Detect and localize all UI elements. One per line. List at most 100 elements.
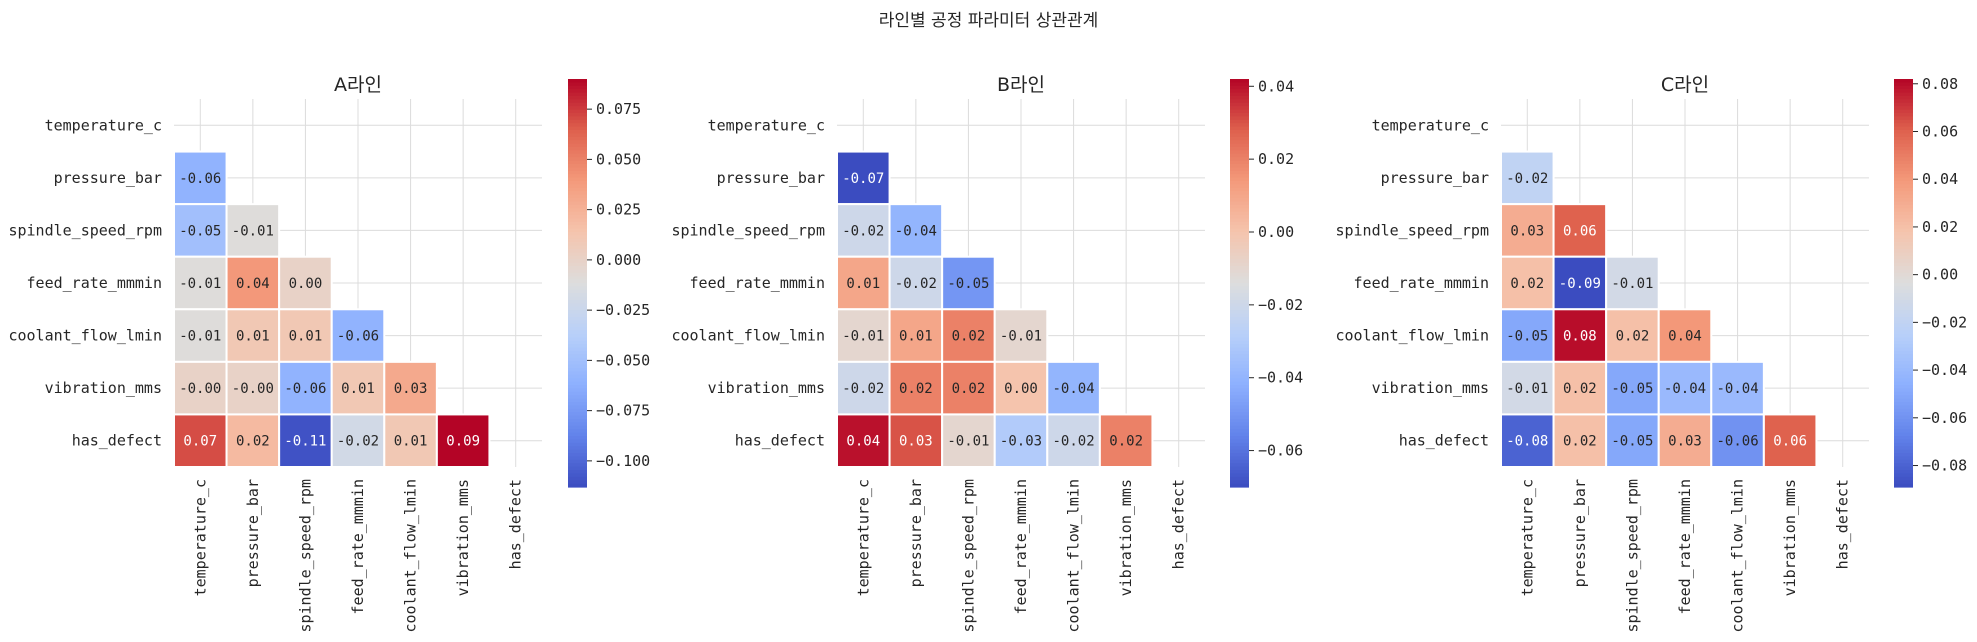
colorbar-segment xyxy=(1894,398,1913,403)
colorbar-segment xyxy=(568,364,587,369)
heatmap-cell xyxy=(1500,413,1555,468)
colorbar-segment xyxy=(1230,130,1249,134)
colorbar-tick-label: −0.04 xyxy=(1258,369,1303,387)
cell-value-label: 0.03 xyxy=(1668,434,1702,450)
colorbar-segment xyxy=(1894,106,1913,111)
colorbar-segment xyxy=(1230,153,1249,158)
colorbar-segment xyxy=(1894,269,1913,274)
colorbar-segment xyxy=(568,296,587,301)
colorbar-segment xyxy=(1894,436,1913,440)
colorbar-segment xyxy=(1230,466,1249,471)
cell-value-label: 0.08 xyxy=(1563,329,1597,345)
heatmap-cell xyxy=(278,255,333,311)
colorbar-segment xyxy=(1894,323,1913,328)
colorbar-segment xyxy=(568,164,587,168)
colorbar-segment xyxy=(1230,374,1249,379)
cell-value-label: 0.06 xyxy=(1563,223,1597,239)
colorbar-segment xyxy=(1894,306,1913,311)
colorbar-segment xyxy=(1230,361,1249,366)
colorbar-segment xyxy=(1894,442,1913,447)
panel-title: C라인 xyxy=(1661,74,1709,96)
colorbar-segment xyxy=(568,283,587,287)
colorbar-segment xyxy=(1894,347,1913,352)
colorbar-segment xyxy=(1894,92,1913,97)
colorbar-segment xyxy=(1894,415,1913,420)
heatmap-cell xyxy=(888,308,944,363)
x-tick-label: pressure_bar xyxy=(1571,479,1589,587)
colorbar-segment xyxy=(1230,402,1249,406)
colorbar-segment xyxy=(568,395,587,400)
colorbar-segment xyxy=(1894,174,1913,179)
colorbar-segment xyxy=(568,470,587,474)
colorbar-segment xyxy=(1230,296,1249,301)
colorbar-segment xyxy=(1230,357,1249,362)
colorbar-segment xyxy=(1230,187,1249,192)
colorbar-segment xyxy=(1230,266,1249,270)
cell-value-label: -0.02 xyxy=(842,223,884,239)
colorbar-segment xyxy=(568,272,587,277)
colorbar-segment xyxy=(1230,415,1249,420)
colorbar-segment xyxy=(568,116,587,121)
colorbar-segment xyxy=(1230,391,1249,396)
colorbar-segment xyxy=(1230,269,1249,274)
colorbar-segment xyxy=(1894,374,1913,379)
colorbar-segment xyxy=(1894,483,1913,488)
colorbar-segment xyxy=(1894,150,1913,155)
colorbar-segment xyxy=(568,425,587,430)
heatmap-cell xyxy=(225,413,281,468)
cell-value-label: 0.06 xyxy=(1773,434,1807,450)
colorbar-segment xyxy=(568,371,587,376)
colorbar-segment xyxy=(1894,109,1913,114)
cell-value-label: -0.00 xyxy=(232,381,274,397)
x-tick-label: feed_rate_mmmin xyxy=(349,479,367,614)
colorbar-tick-label: 0.00 xyxy=(1258,223,1294,241)
colorbar-segment xyxy=(1894,385,1913,389)
cell-value-label: 0.01 xyxy=(394,434,428,450)
colorbar-segment xyxy=(1230,215,1249,219)
colorbar-segment xyxy=(1894,82,1913,87)
colorbar-segment xyxy=(1894,351,1913,355)
y-tick-label: feed_rate_mmmin xyxy=(690,274,825,292)
heatmap-cell xyxy=(173,150,228,206)
colorbar-segment xyxy=(1894,279,1913,284)
colorbar-segment xyxy=(568,442,587,447)
colorbar-segment xyxy=(568,303,587,308)
colorbar-segment xyxy=(1230,310,1249,315)
colorbar-segment xyxy=(1894,453,1913,457)
colorbar-segment xyxy=(1230,286,1249,291)
colorbar-tick-label: 0.02 xyxy=(1922,218,1958,236)
colorbar-tick-label: 0.04 xyxy=(1258,77,1294,95)
colorbar-segment xyxy=(1894,422,1913,427)
colorbar-segment xyxy=(568,463,587,468)
colorbar-segment xyxy=(1894,463,1913,468)
heatmap-cell xyxy=(1762,413,1818,468)
colorbar-segment xyxy=(1230,218,1249,223)
cell-value-label: -0.05 xyxy=(179,223,221,239)
cell-value-label: -0.01 xyxy=(179,329,221,345)
colorbar-segment xyxy=(1230,351,1249,355)
colorbar-segment xyxy=(1894,432,1913,437)
colorbar-segment xyxy=(1230,82,1249,87)
colorbar-segment xyxy=(1230,126,1249,131)
y-tick-label: vibration_mms xyxy=(1372,379,1489,397)
heatmap-cell xyxy=(1657,360,1713,416)
colorbar-segment xyxy=(1230,116,1249,121)
x-tick-label: pressure_bar xyxy=(907,479,925,587)
heatmap-cell xyxy=(836,255,891,311)
colorbar-segment xyxy=(568,225,587,230)
colorbar-segment xyxy=(1894,133,1913,138)
x-tick-label: coolant_flow_lmin xyxy=(1065,479,1083,633)
colorbar-segment xyxy=(1230,249,1249,253)
cell-value-label: 0.01 xyxy=(341,381,375,397)
colorbar: 0.075 0.050 0.025 0.000 −0.025 −0.050 −0.075 −0… xyxy=(568,79,650,488)
cell-value-label: -0.08 xyxy=(1506,434,1548,450)
colorbar-segment xyxy=(568,361,587,366)
colorbar-segment xyxy=(1894,293,1913,298)
heatmap-cell xyxy=(888,413,944,468)
colorbar-segment xyxy=(1230,483,1249,488)
colorbar-segment xyxy=(1894,303,1913,308)
y-tick-label: spindle_speed_rpm xyxy=(8,221,162,239)
x-tick-label: temperature_c xyxy=(191,479,209,596)
colorbar-segment xyxy=(568,334,587,338)
colorbar-segment xyxy=(568,429,587,434)
